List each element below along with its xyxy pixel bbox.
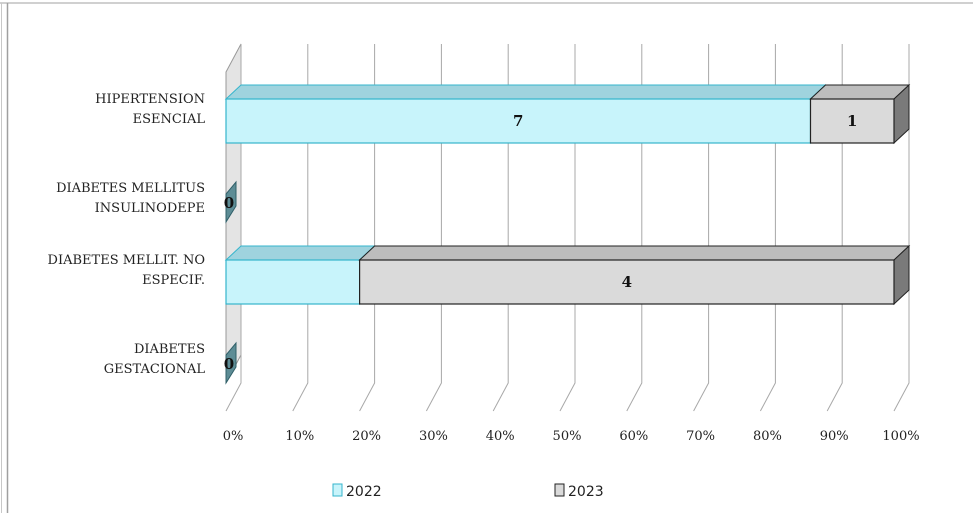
x-tick-label: 20% [352,429,381,444]
gridline [292,44,309,412]
gridline [626,44,643,412]
gridline [225,44,242,412]
x-axis-ticks: 0% 10% 20% 30% 40% 50% 60% 70% 80% 90% 100% [223,429,920,444]
legend-label: 2023 [568,484,604,500]
bar-2023 [358,244,911,306]
gridline [893,44,910,412]
bar-zero [225,180,237,224]
category-labels: HIPERTENSION ESENCIAL DIABETES MELLITUS INS… [48,92,206,377]
x-tick-label: 40% [486,429,515,444]
data-labels: 7 1 0 4 0 [224,112,858,373]
bars [224,83,911,385]
legend: 2022 2023 [332,483,604,500]
legend-label: 2022 [346,484,382,500]
gridline [425,44,442,412]
bar-2022 [224,83,827,145]
bar-zero [225,341,237,385]
gridline [693,44,710,412]
category-label: GESTACIONAL [104,362,206,377]
gridline [826,44,843,412]
data-label-2023: 4 [622,273,632,291]
category-label: HIPERTENSION [95,92,205,107]
x-tick-label: 80% [753,429,782,444]
x-tick-label: 10% [285,429,314,444]
legend-item-2023: 2023 [554,483,604,500]
category-label: ESENCIAL [133,112,206,127]
x-tick-label: 30% [419,429,448,444]
gridline [359,44,376,412]
data-label-zero: 0 [224,355,234,373]
x-tick-label: 0% [223,429,244,444]
x-tick-label: 60% [619,429,648,444]
x-tick-label: 100% [882,429,919,444]
category-label: ESPECIF. [142,273,205,288]
bar-2023 [809,83,911,145]
data-label-2023: 1 [847,112,857,130]
gridline [759,44,776,412]
category-label: DIABETES [134,342,205,357]
bar-2022 [224,244,376,306]
legend-swatch [332,483,343,497]
category-label: DIABETES MELLITUS [56,181,205,196]
gridline [559,44,576,412]
data-label-zero: 0 [224,194,234,212]
legend-item-2022: 2022 [332,483,382,500]
category-label: INSULINODEPE [95,201,205,216]
x-tick-label: 90% [820,429,849,444]
category-label: DIABETES MELLIT. NO [48,253,205,268]
x-tick-label: 50% [553,429,582,444]
data-label-2022: 7 [513,112,523,130]
x-tick-label: 70% [686,429,715,444]
legend-swatch [554,483,565,497]
gridline [492,44,509,412]
